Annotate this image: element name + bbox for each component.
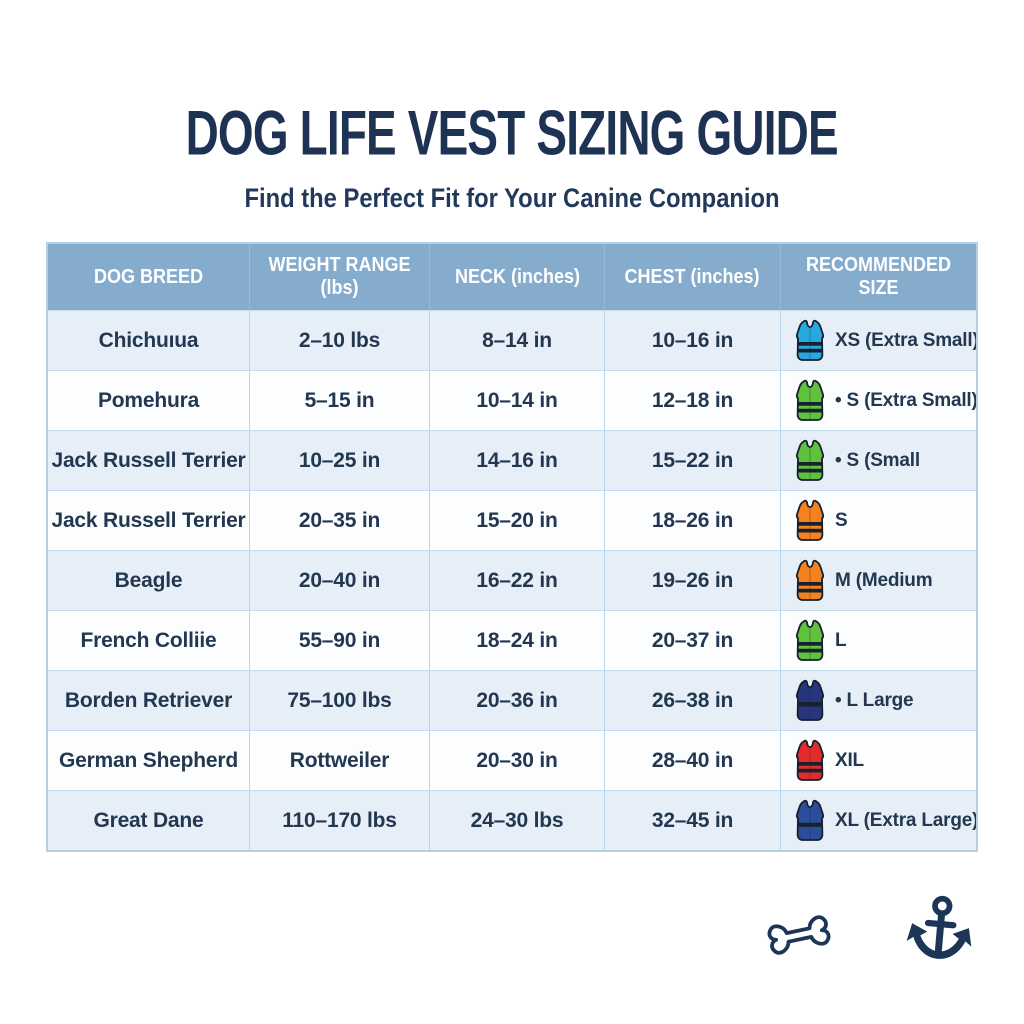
size-label: S (835, 509, 848, 531)
size-label: XS (Extra Small) (835, 329, 976, 351)
cell-neck: 14–16 in (430, 431, 605, 490)
cell-breed: Beagle (48, 551, 250, 610)
cell-weight: 75–100 lbs (250, 671, 430, 730)
cell-chest: 12–18 in (605, 371, 781, 430)
cell-size: XIL (781, 731, 976, 790)
cell-weight: 5–15 in (250, 371, 430, 430)
cell-neck: 20–36 in (430, 671, 605, 730)
cell-weight: 20–35 in (250, 491, 430, 550)
table-row: Borden Retriever 75–100 lbs 20–36 in 26–… (48, 670, 976, 730)
page-subtitle: Find the Perfect Fit for Your Canine Com… (244, 183, 780, 213)
life-vest-icon (795, 799, 825, 841)
cell-size: L (781, 611, 976, 670)
size-label: XIL (835, 749, 864, 771)
cell-chest: 20–37 in (605, 611, 781, 670)
cell-weight: 10–25 in (250, 431, 430, 490)
page-header: DOG LIFE VEST SIZING GUIDE Find the Perf… (0, 97, 1024, 214)
table-row: French Colliie 55–90 in 18–24 in 20–37 i… (48, 610, 976, 670)
cell-size: XS (Extra Small) (781, 311, 976, 370)
life-vest-icon (795, 739, 825, 781)
cell-size: XL (Extra Large) (781, 791, 976, 850)
cell-size: • S (Extra Small) (781, 371, 976, 430)
page-title: DOG LIFE VEST SIZING GUIDE (185, 97, 839, 168)
header-neck: NECK (inches) (430, 244, 605, 310)
cell-weight: 2–10 lbs (250, 311, 430, 370)
table-header-row: DOG BREED WEIGHT RANGE (lbs) NECK (inche… (48, 244, 976, 310)
cell-size: • L Large (781, 671, 976, 730)
cell-breed: German Shepherd (48, 731, 250, 790)
cell-size: • S (Small (781, 431, 976, 490)
bone-icon (767, 915, 831, 955)
table-row: Jack Russell Terrier 20–35 in 15–20 in 1… (48, 490, 976, 550)
table-row: Chichuıua 2–10 lbs 8–14 in 10–16 in XS (… (48, 310, 976, 370)
cell-neck: 15–20 in (430, 491, 605, 550)
cell-breed: Great Dane (48, 791, 250, 850)
size-label: M (Medium (835, 569, 933, 591)
size-label: • L Large (835, 689, 914, 711)
footer-icons (764, 874, 984, 984)
table-row: Beagle 20–40 in 16–22 in 19–26 in M (Med… (48, 550, 976, 610)
cell-breed: Chichuıua (48, 311, 250, 370)
cell-breed: Pomehura (48, 371, 250, 430)
cell-chest: 28–40 in (605, 731, 781, 790)
table-row: Great Dane 110–170 lbs 24–30 lbs 32–45 i… (48, 790, 976, 850)
cell-chest: 19–26 in (605, 551, 781, 610)
cell-breed: Jack Russell Terrier (48, 431, 250, 490)
cell-breed: Jack Russell Terrier (48, 491, 250, 550)
cell-chest: 26–38 in (605, 671, 781, 730)
cell-neck: 24–30 lbs (430, 791, 605, 850)
cell-weight: 110–170 lbs (250, 791, 430, 850)
cell-neck: 10–14 in (430, 371, 605, 430)
cell-weight: 20–40 in (250, 551, 430, 610)
table-body: Chichuıua 2–10 lbs 8–14 in 10–16 in XS (… (48, 310, 976, 850)
cell-neck: 20–30 in (430, 731, 605, 790)
header-recommended-size: RECOMMENDED SIZE (805, 254, 952, 299)
anchor-icon (906, 895, 972, 959)
size-label: L (835, 629, 847, 651)
header-dog-breed: DOG BREED (48, 244, 250, 310)
sizing-table: DOG BREED WEIGHT RANGE (lbs) NECK (inche… (46, 242, 978, 852)
cell-chest: 15–22 in (605, 431, 781, 490)
life-vest-icon (795, 679, 825, 721)
life-vest-icon (795, 619, 825, 661)
size-label: • S (Small (835, 449, 920, 471)
header-weight-range: WEIGHT RANGE (lbs) (250, 244, 430, 310)
cell-size: S (781, 491, 976, 550)
life-vest-icon (795, 559, 825, 601)
cell-neck: 8–14 in (430, 311, 605, 370)
life-vest-icon (795, 439, 825, 481)
cell-size: M (Medium (781, 551, 976, 610)
life-vest-icon (795, 499, 825, 541)
life-vest-icon (795, 379, 825, 421)
size-label: • S (Extra Small) (835, 389, 976, 411)
cell-chest: 32–45 in (605, 791, 781, 850)
cell-chest: 10–16 in (605, 311, 781, 370)
header-chest: CHEST (inches) (605, 244, 781, 310)
table-row: Jack Russell Terrier 10–25 in 14–16 in 1… (48, 430, 976, 490)
cell-weight: 55–90 in (250, 611, 430, 670)
cell-neck: 16–22 in (430, 551, 605, 610)
size-label: XL (Extra Large) (835, 809, 976, 831)
life-vest-icon (795, 319, 825, 361)
cell-chest: 18–26 in (605, 491, 781, 550)
cell-breed: Borden Retriever (48, 671, 250, 730)
cell-neck: 18–24 in (430, 611, 605, 670)
table-row: Pomehura 5–15 in 10–14 in 12–18 in • S (… (48, 370, 976, 430)
cell-weight: Rottweiler (250, 731, 430, 790)
table-row: German Shepherd Rottweiler 20–30 in 28–4… (48, 730, 976, 790)
cell-breed: French Colliie (48, 611, 250, 670)
